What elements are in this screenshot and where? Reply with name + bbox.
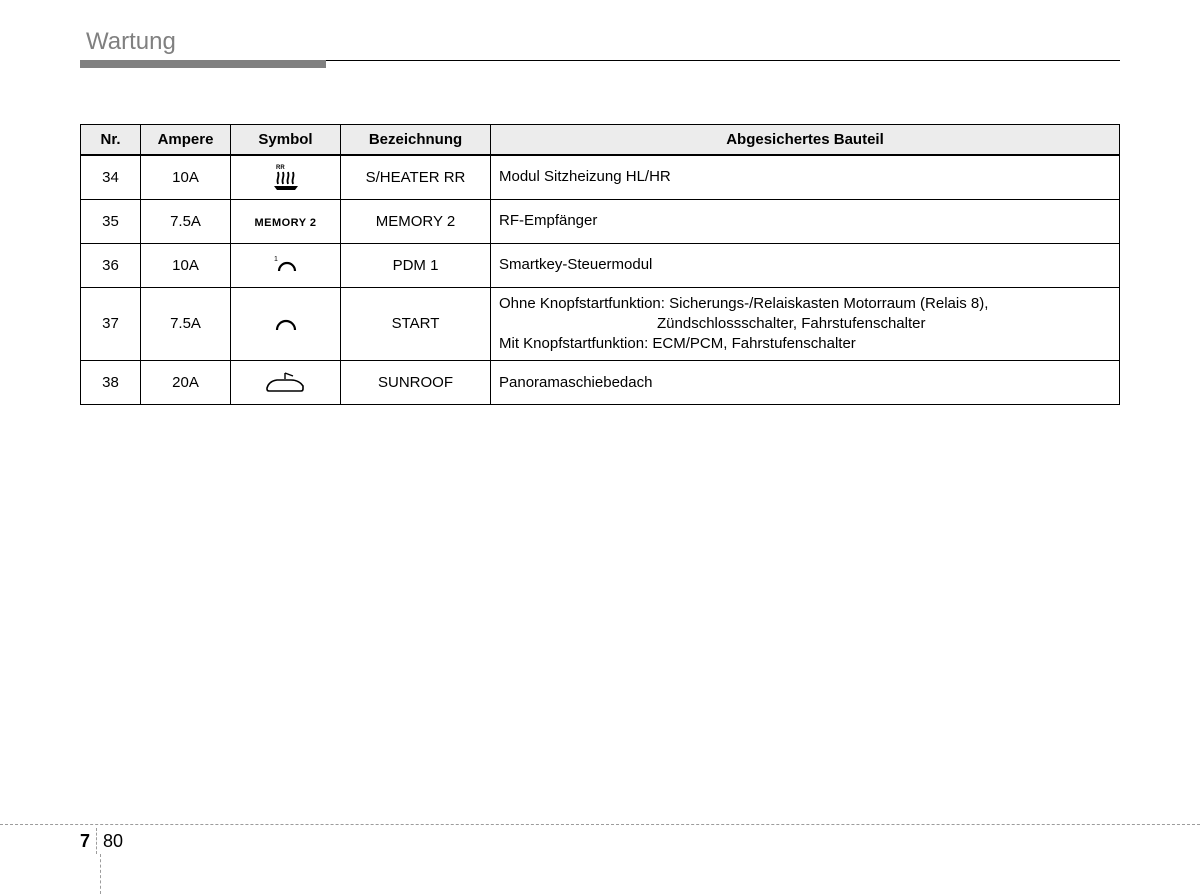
chapter-number: 7	[80, 831, 96, 852]
cell-ampere: 10A	[141, 155, 231, 199]
page-footer: 7 80	[0, 824, 1200, 825]
cell-ampere: 10A	[141, 243, 231, 287]
memory2-text-icon: MEMORY 2	[254, 217, 316, 229]
col-header-nr: Nr.	[81, 125, 141, 156]
cell-symbol: 1	[231, 243, 341, 287]
start-arc-icon	[272, 315, 300, 332]
col-header-bezeichnung: Bezeichnung	[341, 125, 491, 156]
bauteil-line: Mit Knopfstartfunktion: ECM/PCM, Fahrstu…	[499, 335, 856, 352]
col-header-symbol: Symbol	[231, 125, 341, 156]
cell-bezeichnung: S/HEATER RR	[341, 155, 491, 199]
section-title: Wartung	[80, 28, 1120, 60]
cell-ampere: 7.5A	[141, 287, 231, 361]
bauteil-line: Zündschlossschalter, Fahrstufenschalter	[657, 315, 925, 332]
cell-symbol: RR	[231, 155, 341, 199]
table-row: 36 10A 1 PDM 1 Smartkey-Steuermodul	[81, 243, 1120, 287]
page-content: Wartung Nr. Ampere Symbol Bezeichnung Ab…	[80, 28, 1120, 405]
cell-ampere: 20A	[141, 361, 231, 405]
seat-heater-icon: RR	[268, 168, 304, 185]
table-row: 34 10A RR S/HEATER RR	[81, 155, 1120, 199]
cell-symbol	[231, 287, 341, 361]
col-header-ampere: Ampere	[141, 125, 231, 156]
table-header-row: Nr. Ampere Symbol Bezeichnung Abgesicher…	[81, 125, 1120, 156]
fuse-table: Nr. Ampere Symbol Bezeichnung Abgesicher…	[80, 124, 1120, 405]
sunroof-car-icon	[263, 374, 309, 391]
col-header-bauteil: Abgesichertes Bauteil	[491, 125, 1120, 156]
pdm-arc-icon: 1	[269, 256, 303, 273]
cell-bauteil: Modul Sitzheizung HL/HR	[491, 155, 1120, 199]
title-rule	[80, 60, 1120, 68]
page-number-block: 7 80	[80, 828, 123, 854]
cell-nr: 35	[81, 199, 141, 243]
cell-bauteil: RF-Empfänger	[491, 199, 1120, 243]
table-row: 35 7.5A MEMORY 2 MEMORY 2 RF-Empfänger	[81, 199, 1120, 243]
cell-nr: 38	[81, 361, 141, 405]
bauteil-line: Ohne Knopfstartfunktion: Sicherungs-/Rel…	[499, 295, 988, 312]
cell-ampere: 7.5A	[141, 199, 231, 243]
svg-text:RR: RR	[276, 165, 285, 171]
cell-nr: 36	[81, 243, 141, 287]
svg-text:1: 1	[274, 256, 278, 263]
cell-bezeichnung: MEMORY 2	[341, 199, 491, 243]
table-row: 37 7.5A START Ohne Knopfstartfunktion: S…	[81, 287, 1120, 361]
cell-nr: 37	[81, 287, 141, 361]
cell-bauteil: Smartkey-Steuermodul	[491, 243, 1120, 287]
cell-symbol	[231, 361, 341, 405]
cell-bauteil: Ohne Knopfstartfunktion: Sicherungs-/Rel…	[491, 287, 1120, 361]
cell-bezeichnung: START	[341, 287, 491, 361]
cell-bezeichnung: PDM 1	[341, 243, 491, 287]
cell-bezeichnung: SUNROOF	[341, 361, 491, 405]
cell-symbol: MEMORY 2	[231, 199, 341, 243]
cell-bauteil: Panoramaschiebedach	[491, 361, 1120, 405]
cell-nr: 34	[81, 155, 141, 199]
table-row: 38 20A SUNROOF Panoramaschiebedach	[81, 361, 1120, 405]
page-number: 80	[97, 831, 123, 852]
